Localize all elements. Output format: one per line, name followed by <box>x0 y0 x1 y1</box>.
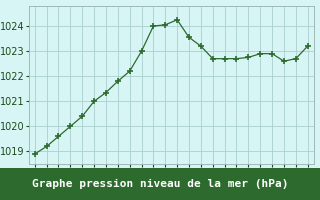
Text: Graphe pression niveau de la mer (hPa): Graphe pression niveau de la mer (hPa) <box>32 179 288 189</box>
